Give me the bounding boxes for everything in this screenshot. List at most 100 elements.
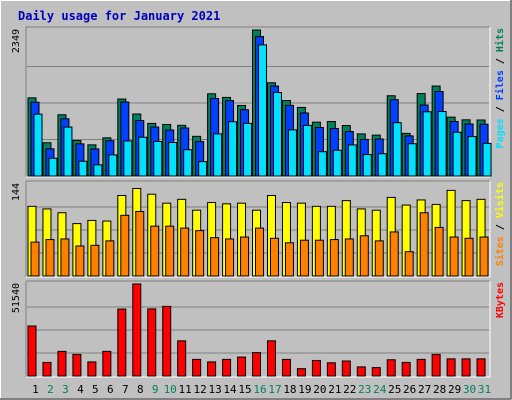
bar-pages-day-5 <box>93 164 103 177</box>
bar-sites-day-30 <box>464 237 474 277</box>
bar-sites-day-28 <box>434 226 444 277</box>
bar-pages-day-29 <box>452 131 462 177</box>
legend-files: Files <box>494 70 506 100</box>
bar-kbytes-day-24 <box>371 367 381 377</box>
day-label-29: 29 <box>448 383 461 396</box>
bar-kbytes-day-21 <box>326 362 336 377</box>
bar-kbytes-day-27 <box>416 358 426 377</box>
bar-pages-day-15 <box>243 122 253 177</box>
day-label-16: 16 <box>253 383 266 396</box>
bar-sites-day-2 <box>45 239 55 277</box>
day-label-22: 22 <box>343 383 356 396</box>
day-label-5: 5 <box>92 383 99 396</box>
legend-separator: / <box>495 52 506 70</box>
bar-pages-day-2 <box>48 157 58 177</box>
bar-pages-day-20 <box>317 151 327 177</box>
bar-kbytes-day-8 <box>132 283 142 377</box>
bar-kbytes-day-12 <box>192 358 202 377</box>
bar-pages-day-27 <box>422 111 432 177</box>
day-label-7: 7 <box>122 383 129 396</box>
bar-pages-day-6 <box>108 154 118 177</box>
bar-sites-day-19 <box>299 239 309 277</box>
bar-sites-day-25 <box>389 231 399 277</box>
bar-kbytes-day-29 <box>446 358 456 377</box>
day-label-1: 1 <box>32 383 39 396</box>
bar-sites-day-24 <box>374 240 384 277</box>
bar-pages-day-18 <box>287 129 297 177</box>
bar-kbytes-day-16 <box>252 352 262 377</box>
day-label-9: 9 <box>152 383 159 396</box>
bar-sites-day-3 <box>60 238 70 277</box>
bar-sites-day-15 <box>240 236 250 277</box>
bar-pages-day-24 <box>377 153 387 177</box>
legend-sites: Sites <box>494 236 506 266</box>
bar-sites-day-8 <box>135 210 145 277</box>
bar-kbytes-day-5 <box>87 361 97 377</box>
bar-kbytes-day-26 <box>401 361 411 377</box>
bar-pages-day-3 <box>63 126 73 177</box>
day-label-4: 4 <box>77 383 84 396</box>
bar-sites-day-10 <box>165 225 175 277</box>
bar-kbytes-day-7 <box>117 308 127 377</box>
panel-visits-sites: 144 Sites / Visits <box>11 180 506 278</box>
bar-sites-day-11 <box>180 227 190 277</box>
bar-pages-day-12 <box>198 161 208 177</box>
day-label-31: 31 <box>478 383 491 396</box>
bar-pages-day-8 <box>138 136 148 177</box>
legend-separator: / <box>495 100 506 118</box>
bar-sites-day-14 <box>225 238 235 277</box>
day-label-17: 17 <box>268 383 281 396</box>
bar-sites-day-20 <box>314 239 324 277</box>
legend-hits: Hits <box>494 28 506 52</box>
day-label-8: 8 <box>137 383 144 396</box>
bar-sites-day-9 <box>150 225 160 277</box>
bar-kbytes-day-30 <box>461 358 471 377</box>
legend-pages: Pages <box>495 118 506 148</box>
bar-pages-day-31 <box>482 142 492 177</box>
bar-sites-day-6 <box>105 240 115 277</box>
bar-kbytes-day-2 <box>42 361 52 377</box>
bar-pages-day-30 <box>467 136 477 177</box>
bar-kbytes-day-25 <box>386 359 396 377</box>
bar-kbytes-day-11 <box>177 340 187 377</box>
bar-kbytes-day-17 <box>266 340 276 377</box>
bar-kbytes-day-6 <box>102 350 112 377</box>
day-label-20: 20 <box>313 383 326 396</box>
bar-kbytes-day-15 <box>237 356 247 377</box>
day-label-3: 3 <box>62 383 69 396</box>
day-label-2: 2 <box>47 383 54 396</box>
panel-legend: KBytes <box>495 282 506 318</box>
bar-kbytes-day-14 <box>222 358 232 377</box>
chart-panels: 2349 Pages / Files / Hits 144 Sites / Visit… <box>11 26 506 378</box>
panel-legend: Sites / Visits <box>494 182 506 266</box>
bar-sites-day-31 <box>479 236 489 277</box>
day-label-10: 10 <box>164 383 177 396</box>
bar-pages-day-7 <box>123 140 133 177</box>
panel-max-label: 2349 <box>11 29 22 53</box>
bar-pages-day-22 <box>347 144 357 177</box>
bar-sites-day-1 <box>30 241 40 277</box>
bar-sites-day-22 <box>344 238 354 277</box>
bar-sites-day-23 <box>359 235 369 277</box>
series-sites <box>30 210 489 277</box>
bar-sites-day-21 <box>329 239 339 277</box>
day-label-28: 28 <box>433 383 446 396</box>
bar-kbytes-day-1 <box>27 325 37 377</box>
bar-kbytes-day-22 <box>341 360 351 377</box>
bar-kbytes-day-18 <box>281 358 291 377</box>
bar-sites-day-17 <box>269 237 279 277</box>
bar-kbytes-day-4 <box>72 353 82 377</box>
bar-pages-day-23 <box>362 154 372 177</box>
bar-pages-day-13 <box>213 133 223 177</box>
bar-kbytes-day-20 <box>311 359 321 377</box>
day-label-30: 30 <box>463 383 476 396</box>
bar-sites-day-4 <box>75 245 85 277</box>
bar-kbytes-day-23 <box>356 366 366 377</box>
bar-pages-day-11 <box>183 149 193 177</box>
panel-max-label: 144 <box>11 183 22 201</box>
day-label-25: 25 <box>388 383 401 396</box>
day-label-26: 26 <box>403 383 416 396</box>
bar-sites-day-12 <box>195 230 205 277</box>
bar-pages-day-21 <box>332 149 342 177</box>
legend-separator: / <box>495 218 506 236</box>
